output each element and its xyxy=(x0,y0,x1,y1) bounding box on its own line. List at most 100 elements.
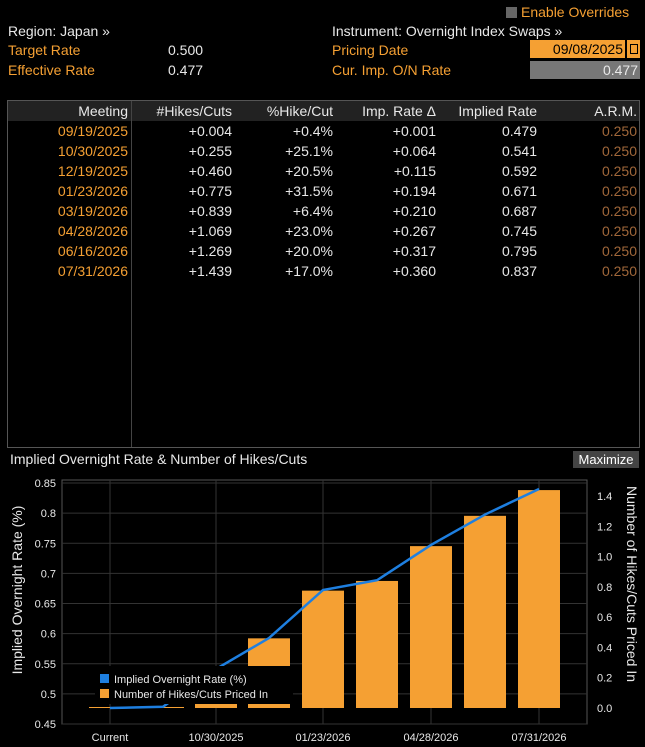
cell-hikes-cuts: +0.460 xyxy=(188,163,232,179)
cur-imp-rate-field[interactable]: 0.477 xyxy=(530,61,640,79)
col-header-implied-rate[interactable]: Implied Rate xyxy=(458,103,537,119)
cell-hikes-cuts: +0.255 xyxy=(188,143,232,159)
legend-bar-label: Number of Hikes/Cuts Priced In xyxy=(114,689,268,701)
cell-imp-rate-delta: +0.267 xyxy=(392,223,436,239)
cell-implied-rate: 0.837 xyxy=(501,263,537,279)
bar-hikes-cuts xyxy=(302,590,344,708)
cell-meeting: 10/30/2025 xyxy=(57,143,128,159)
y-left-tick-label: 0.5 xyxy=(41,689,56,701)
cell-hikes-cuts: +1.069 xyxy=(188,223,232,239)
y-left-tick-label: 0.75 xyxy=(35,538,56,550)
y-left-tick-label: 0.85 xyxy=(35,478,56,490)
cell-pct-hike-cut: +23.0% xyxy=(285,223,333,239)
table-header: Meeting #Hikes/Cuts %Hike/Cut Imp. Rate … xyxy=(8,101,639,121)
col-header-hikes-cuts[interactable]: #Hikes/Cuts xyxy=(156,103,232,119)
bar-hikes-cuts xyxy=(356,580,398,708)
cell-meeting: 03/19/2026 xyxy=(57,203,128,219)
cell-arm: 0.250 xyxy=(601,183,637,199)
effective-rate-value: 0.477 xyxy=(168,62,204,78)
cell-pct-hike-cut: +17.0% xyxy=(285,263,333,279)
cell-pct-hike-cut: +20.0% xyxy=(285,243,333,259)
target-rate-label: Target Rate xyxy=(8,42,81,58)
effective-rate-label: Effective Rate xyxy=(8,62,95,78)
cell-arm: 0.250 xyxy=(601,123,637,139)
column-divider xyxy=(131,101,132,447)
table-row[interactable]: 12/19/2025 +0.460 +20.5% +0.115 0.592 0.250 xyxy=(8,161,639,181)
table-row[interactable]: 01/23/2026 +0.775 +31.5% +0.194 0.671 0.250 xyxy=(8,181,639,201)
table-row[interactable]: 07/31/2026 +1.439 +17.0% +0.360 0.837 0.250 xyxy=(8,261,639,281)
cell-implied-rate: 0.479 xyxy=(501,123,537,139)
pricing-date-label: Pricing Date xyxy=(332,42,409,58)
meetings-table: Meeting #Hikes/Cuts %Hike/Cut Imp. Rate … xyxy=(7,100,640,448)
table-row[interactable]: 03/19/2026 +0.839 +6.4% +0.210 0.687 0.250 xyxy=(8,201,639,221)
cell-arm: 0.250 xyxy=(601,143,637,159)
y-right-axis-label: Number of Hikes/Cuts Priced In xyxy=(624,486,640,682)
table-row[interactable]: 10/30/2025 +0.255 +25.1% +0.064 0.541 0.250 xyxy=(8,141,639,161)
maximize-button[interactable]: Maximize xyxy=(573,451,639,468)
calendar-icon[interactable] xyxy=(627,40,640,58)
cell-imp-rate-delta: +0.317 xyxy=(392,243,436,259)
cell-meeting: 07/31/2026 xyxy=(57,263,128,279)
cell-pct-hike-cut: +20.5% xyxy=(285,163,333,179)
legend-box xyxy=(95,666,293,704)
cell-meeting: 01/23/2026 xyxy=(57,183,128,199)
cell-arm: 0.250 xyxy=(601,163,637,179)
cell-hikes-cuts: +1.439 xyxy=(188,263,232,279)
col-header-meeting[interactable]: Meeting xyxy=(78,103,128,119)
cell-arm: 0.250 xyxy=(601,203,637,219)
y-left-tick-label: 0.45 xyxy=(35,719,56,731)
cell-arm: 0.250 xyxy=(601,223,637,239)
enable-overrides-label[interactable]: Enable Overrides xyxy=(521,4,630,20)
y-left-tick-label: 0.6 xyxy=(41,629,56,641)
cell-implied-rate: 0.541 xyxy=(501,143,537,159)
y-right-tick-label: 0.4 xyxy=(597,642,612,654)
y-left-axis-label: Implied Overnight Rate (%) xyxy=(9,506,25,675)
instrument-selector[interactable]: Instrument: Overnight Index Swaps » xyxy=(332,23,563,39)
legend-line-label: Implied Overnight Rate (%) xyxy=(114,674,247,686)
x-tick-label: 01/23/2026 xyxy=(295,732,350,744)
cell-imp-rate-delta: +0.001 xyxy=(392,123,436,139)
x-tick-label: 07/31/2026 xyxy=(511,732,566,744)
bar-hikes-cuts xyxy=(518,490,560,708)
enable-overrides-checkbox[interactable] xyxy=(506,7,517,18)
cell-pct-hike-cut: +0.4% xyxy=(292,123,333,139)
cell-implied-rate: 0.687 xyxy=(501,203,537,219)
region-selector[interactable]: Region: Japan » xyxy=(8,23,110,39)
cell-meeting: 12/19/2025 xyxy=(57,163,128,179)
chart-title: Implied Overnight Rate & Number of Hikes… xyxy=(10,451,308,467)
col-header-imp-rate-delta[interactable]: Imp. Rate Δ xyxy=(362,103,436,119)
cell-pct-hike-cut: +6.4% xyxy=(292,203,333,219)
y-right-tick-label: 1.4 xyxy=(597,491,612,503)
y-right-tick-label: 0.2 xyxy=(597,673,612,685)
y-right-tick-label: 0.6 xyxy=(597,612,612,624)
y-left-tick-label: 0.65 xyxy=(35,599,56,611)
y-left-tick-label: 0.8 xyxy=(41,508,56,520)
x-tick-label: Current xyxy=(92,732,129,744)
table-row[interactable]: 06/16/2026 +1.269 +20.0% +0.317 0.795 0.250 xyxy=(8,241,639,261)
cell-arm: 0.250 xyxy=(601,243,637,259)
target-rate-value: 0.500 xyxy=(168,42,204,58)
y-left-tick-label: 0.55 xyxy=(35,659,56,671)
cell-imp-rate-delta: +0.360 xyxy=(392,263,436,279)
cell-pct-hike-cut: +31.5% xyxy=(285,183,333,199)
table-row[interactable]: 09/19/2025 +0.004 +0.4% +0.001 0.479 0.250 xyxy=(8,121,639,141)
cell-hikes-cuts: +0.004 xyxy=(188,123,232,139)
cell-pct-hike-cut: +25.1% xyxy=(285,143,333,159)
chart-area: 0.45 0.5 0.55 0.6 0.65 0.7 0.75 0.8 0.85 0.0 0.2 0.… xyxy=(9,478,640,744)
cur-imp-rate-label: Cur. Imp. O/N Rate xyxy=(332,62,452,78)
y-right-tick-label: 0.8 xyxy=(597,582,612,594)
legend-line-swatch xyxy=(100,674,109,683)
cell-imp-rate-delta: +0.064 xyxy=(392,143,436,159)
col-header-pct-hike-cut[interactable]: %Hike/Cut xyxy=(266,103,333,119)
cell-arm: 0.250 xyxy=(601,263,637,279)
cell-imp-rate-delta: +0.194 xyxy=(392,183,436,199)
y-right-tick-label: 1.0 xyxy=(597,552,612,564)
x-tick-label: 04/28/2026 xyxy=(403,732,458,744)
col-header-arm[interactable]: A.R.M. xyxy=(594,103,637,119)
cell-meeting: 09/19/2025 xyxy=(57,123,128,139)
pricing-date-input[interactable]: 09/08/2025 xyxy=(530,40,625,58)
table-row[interactable]: 04/28/2026 +1.069 +23.0% +0.267 0.745 0.250 xyxy=(8,221,639,241)
bar-hikes-cuts xyxy=(410,546,452,708)
cell-implied-rate: 0.745 xyxy=(501,223,537,239)
cell-hikes-cuts: +0.839 xyxy=(188,203,232,219)
